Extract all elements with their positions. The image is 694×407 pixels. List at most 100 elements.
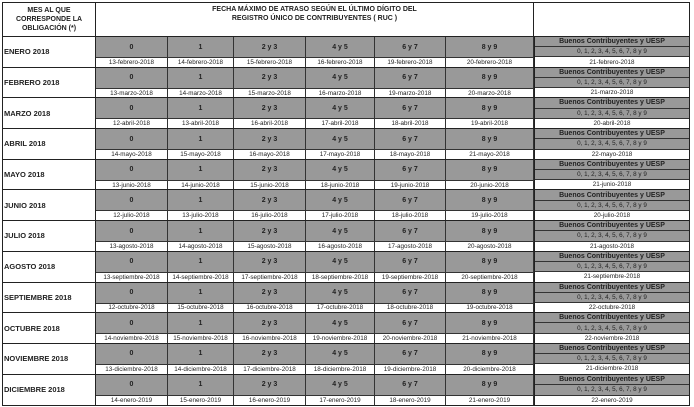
digit-cell: 2 y 3 16-abril-2018 xyxy=(234,98,306,129)
due-date: 17-julio-2018 xyxy=(306,211,374,221)
special-due-date: 21-junio-2018 xyxy=(535,180,689,190)
digit-group-label: 6 y 7 xyxy=(375,343,445,365)
special-label: Buenos Contribuyentes y UESP xyxy=(535,159,689,170)
special-digits: 0, 1, 2, 3, 4, 5, 6, 7, 8 y 9 xyxy=(535,292,689,303)
digit-group-label: 2 y 3 xyxy=(234,190,305,212)
digit-group-label: 6 y 7 xyxy=(375,190,445,212)
digit-cell: 0 13-diciembre-2018 xyxy=(96,343,168,374)
due-date: 19-noviembre-2018 xyxy=(306,334,374,343)
special-due-date: 21-marzo-2018 xyxy=(535,88,689,98)
special-digits: 0, 1, 2, 3, 4, 5, 6, 7, 8 y 9 xyxy=(535,323,689,334)
special-label: Buenos Contribuyentes y UESP xyxy=(535,98,689,109)
due-date: 13-marzo-2018 xyxy=(96,88,167,98)
due-date: 19-diciembre-2018 xyxy=(375,364,445,374)
digit-cell: 4 y 5 17-enero-2019 xyxy=(306,374,375,406)
digit-group-label: 1 xyxy=(168,221,233,243)
due-date: 13-diciembre-2018 xyxy=(96,364,167,374)
special-digits: 0, 1, 2, 3, 4, 5, 6, 7, 8 y 9 xyxy=(535,385,689,396)
digit-group-label: 8 y 9 xyxy=(446,98,533,120)
special-label: Buenos Contribuyentes y UESP xyxy=(535,282,689,293)
digit-cell: 6 y 7 19-marzo-2018 xyxy=(375,67,446,98)
special-taxpayer-cell: Buenos Contribuyentes y UESP 0, 1, 2, 3, … xyxy=(534,313,689,343)
special-due-date: 22-noviembre-2018 xyxy=(535,333,689,343)
digit-cell: 6 y 7 18-mayo-2018 xyxy=(375,129,446,159)
digit-group-label: 2 y 3 xyxy=(234,129,305,151)
digit-group-label: 4 y 5 xyxy=(306,159,374,181)
month-row: ABRIL 2018 0 14-mayo-2018 1 15-mayo-2018 2 y … xyxy=(3,129,689,160)
month-name: AGOSTO 2018 xyxy=(3,251,96,282)
digit-group-label: 0 xyxy=(96,221,167,243)
digit-group-label: 4 y 5 xyxy=(306,190,374,212)
special-label: Buenos Contribuyentes y UESP xyxy=(535,343,689,355)
due-date: 15-agosto-2018 xyxy=(234,242,305,251)
digit-group-label: 8 y 9 xyxy=(446,343,533,365)
due-date: 18-diciembre-2018 xyxy=(306,364,374,374)
due-date: 16-mayo-2018 xyxy=(234,150,305,159)
due-date: 16-agosto-2018 xyxy=(306,242,374,251)
due-date: 19-septiembre-2018 xyxy=(375,272,445,282)
digit-group-label: 1 xyxy=(168,313,233,335)
digit-group-label: 8 y 9 xyxy=(446,190,533,212)
digit-cell: 0 14-enero-2019 xyxy=(96,374,168,406)
digit-cell: 6 y 7 19-diciembre-2018 xyxy=(375,343,446,374)
due-date: 17-enero-2019 xyxy=(306,395,374,406)
due-date: 20-marzo-2018 xyxy=(446,88,533,98)
month-name: MAYO 2018 xyxy=(3,159,96,190)
digit-group-label: 1 xyxy=(168,190,233,212)
month-row: MAYO 2018 0 13-junio-2018 1 14-junio-2018 2 y… xyxy=(3,159,689,191)
due-date: 17-abril-2018 xyxy=(306,119,374,129)
due-date: 18-junio-2018 xyxy=(306,180,374,190)
month-row: AGOSTO 2018 0 13-septiembre-2018 1 14-septie… xyxy=(3,251,689,283)
digit-group-label: 2 y 3 xyxy=(234,282,305,304)
digit-cell: 1 15-noviembre-2018 xyxy=(168,313,234,343)
digit-cell: 0 13-agosto-2018 xyxy=(96,221,168,251)
month-row: MARZO 2018 0 12-abril-2018 1 13-abril-2018 2 … xyxy=(3,98,689,130)
special-digits: 0, 1, 2, 3, 4, 5, 6, 7, 8 y 9 xyxy=(535,169,689,181)
digit-group-label: 6 y 7 xyxy=(375,282,445,304)
special-digits: 0, 1, 2, 3, 4, 5, 6, 7, 8 y 9 xyxy=(535,108,689,119)
digit-group-label: 2 y 3 xyxy=(234,343,305,365)
due-date: 13-agosto-2018 xyxy=(96,242,167,251)
month-row: FEBRERO 2018 0 13-marzo-2018 1 14-marzo-2018… xyxy=(3,67,689,99)
digit-cell: 6 y 7 18-octubre-2018 xyxy=(375,282,446,313)
due-date: 12-julio-2018 xyxy=(96,211,167,221)
digit-group-label: 8 y 9 xyxy=(446,129,533,151)
digit-group-label: 4 y 5 xyxy=(306,374,374,396)
due-date: 16-enero-2019 xyxy=(234,395,305,406)
special-taxpayer-cell: Buenos Contribuyentes y UESP 0, 1, 2, 3, … xyxy=(534,282,689,313)
special-label: Buenos Contribuyentes y UESP xyxy=(535,313,689,324)
digit-cell: 6 y 7 19-junio-2018 xyxy=(375,159,446,190)
due-date: 12-octubre-2018 xyxy=(96,303,167,313)
special-digits: 0, 1, 2, 3, 4, 5, 6, 7, 8 y 9 xyxy=(535,231,689,242)
due-date: 13-septiembre-2018 xyxy=(96,272,167,282)
digit-cell: 2 y 3 17-septiembre-2018 xyxy=(234,251,306,282)
due-date: 16-octubre-2018 xyxy=(234,303,305,313)
digit-cell: 6 y 7 20-noviembre-2018 xyxy=(375,313,446,343)
digit-cell: 4 y 5 19-noviembre-2018 xyxy=(306,313,375,343)
due-date: 20-diciembre-2018 xyxy=(446,364,533,374)
digit-cell: 2 y 3 16-julio-2018 xyxy=(234,190,306,221)
month-row: ENERO 2018 0 13-febrero-2018 1 14-febrero-20… xyxy=(3,37,689,68)
month-name: DICIEMBRE 2018 xyxy=(3,374,96,406)
digit-group-label: 6 y 7 xyxy=(375,374,445,396)
digit-cell: 4 y 5 17-mayo-2018 xyxy=(306,129,375,159)
digit-cell: 1 15-mayo-2018 xyxy=(168,129,234,159)
digit-group-label: 1 xyxy=(168,343,233,365)
digit-cell: 8 y 9 20-septiembre-2018 xyxy=(446,251,534,282)
month-name: JUNIO 2018 xyxy=(3,190,96,221)
digit-group-label: 1 xyxy=(168,98,233,120)
digit-cell: 0 13-junio-2018 xyxy=(96,159,168,190)
digit-cell: 2 y 3 15-febrero-2018 xyxy=(234,37,306,67)
special-digits: 0, 1, 2, 3, 4, 5, 6, 7, 8 y 9 xyxy=(535,354,689,365)
digit-cell: 8 y 9 20-febrero-2018 xyxy=(446,37,534,67)
digit-group-label: 2 y 3 xyxy=(234,37,305,58)
digit-group-label: 8 y 9 xyxy=(446,37,533,58)
digit-group-label: 8 y 9 xyxy=(446,282,533,304)
digit-cell: 0 14-noviembre-2018 xyxy=(96,313,168,343)
special-due-date: 21-agosto-2018 xyxy=(535,241,689,251)
digit-cell: 0 13-febrero-2018 xyxy=(96,37,168,67)
due-date: 19-febrero-2018 xyxy=(375,58,445,67)
special-taxpayer-cell: Buenos Contribuyentes y UESP 0, 1, 2, 3, … xyxy=(534,67,689,98)
special-due-date: 21-septiembre-2018 xyxy=(535,272,689,282)
digit-group-label: 1 xyxy=(168,159,233,181)
